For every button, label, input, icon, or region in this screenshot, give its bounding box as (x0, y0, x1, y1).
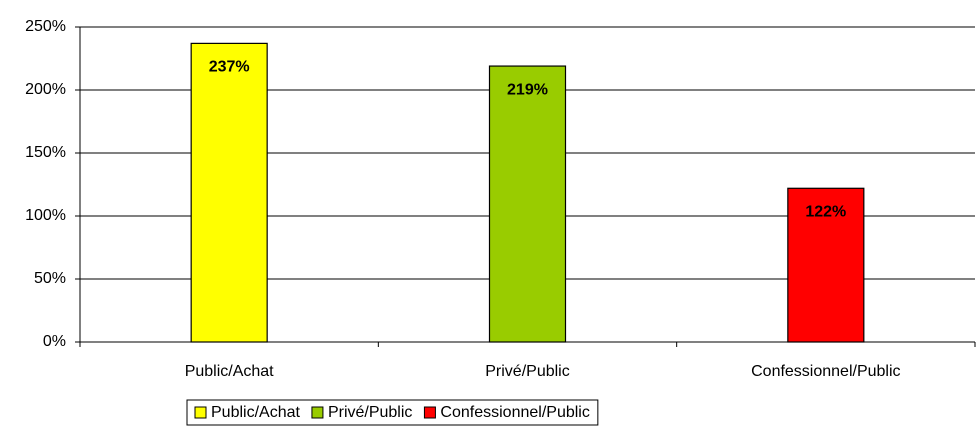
data-label: 219% (507, 81, 548, 98)
bar (488, 65, 567, 343)
y-tick-label: 50% (34, 270, 66, 287)
legend-swatch (423, 406, 436, 419)
x-tick-label: Privé/Public (485, 363, 569, 380)
y-tick-label: 0% (43, 333, 66, 350)
legend-label: Privé/Public (328, 404, 412, 421)
y-tick-label: 250% (25, 18, 66, 35)
data-label: 122% (805, 203, 846, 220)
x-tick-label: Public/Achat (185, 363, 274, 380)
y-tick-label: 100% (25, 207, 66, 224)
bar (190, 42, 268, 343)
x-tick-label: Confessionnel/Public (751, 363, 900, 380)
legend-swatch (194, 406, 207, 419)
legend-swatch (311, 406, 324, 419)
bar (787, 187, 865, 343)
legend-label: Public/Achat (211, 404, 300, 421)
y-tick-label: 150% (25, 144, 66, 161)
legend-box (186, 399, 599, 426)
y-tick-label: 200% (25, 81, 66, 98)
data-label: 237% (209, 59, 250, 76)
legend-label: Confessionnel/Public (440, 404, 589, 421)
